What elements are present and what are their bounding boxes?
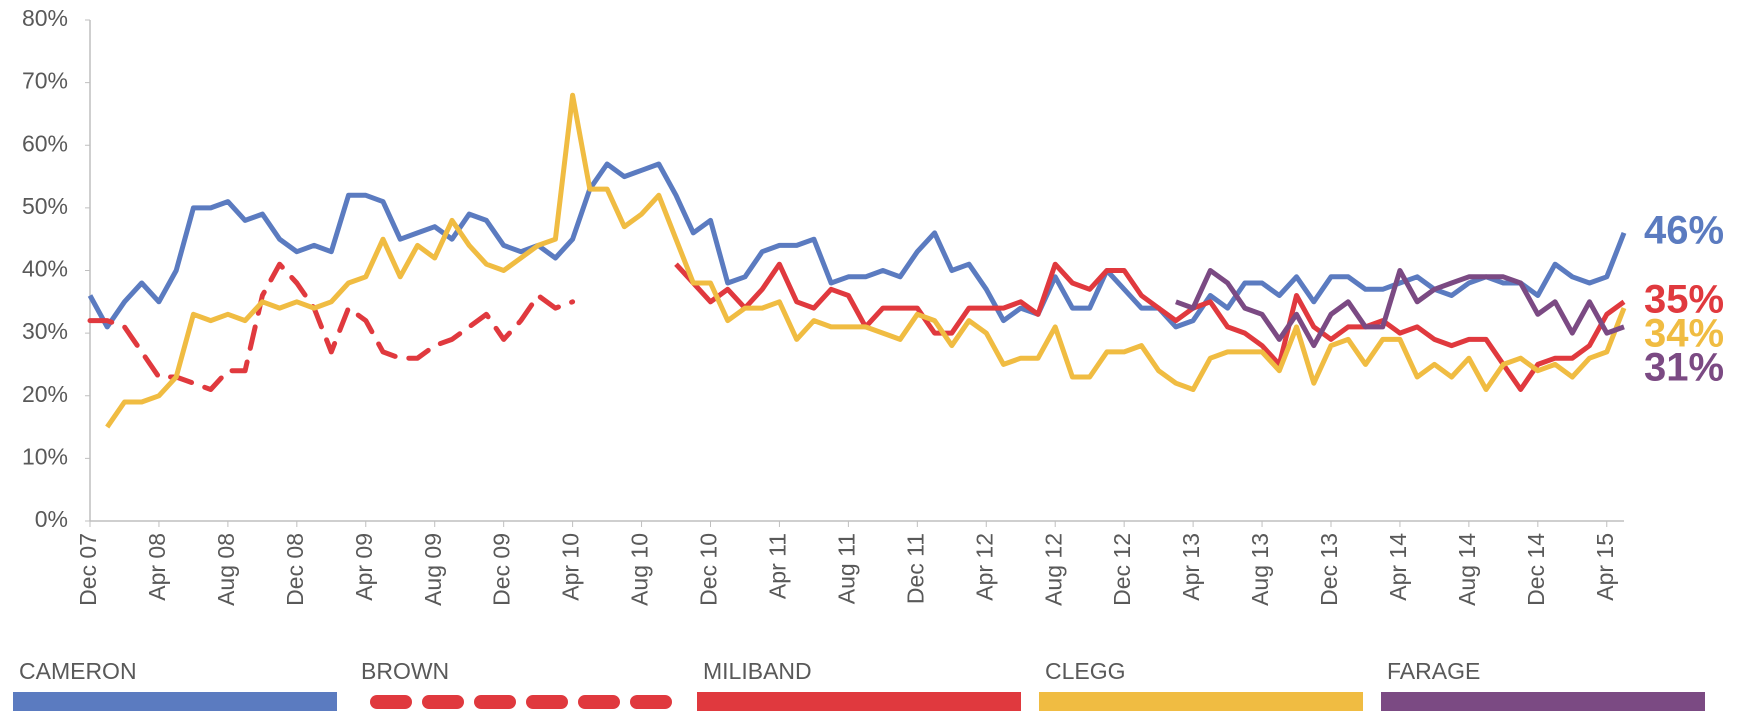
x-tick-label: Dec 13 [1316,533,1342,606]
y-tick-label: 70% [22,68,68,94]
x-tick-label: Apr 15 [1592,533,1618,601]
y-tick-label: 10% [22,443,68,469]
x-tick-label: Apr 09 [351,533,377,601]
legend-swatch [1381,692,1705,711]
line-series [1175,268,1625,349]
x-tick-label: Dec 09 [489,533,515,606]
x-tick-label: Apr 12 [971,533,997,601]
x-tick-label: Apr 11 [765,533,791,599]
legend-swatch [1039,692,1363,711]
x-tick-label: Aug 11 [833,533,859,604]
x-tick-label: Aug 08 [213,533,239,606]
x-tick-label: Aug 09 [420,533,446,606]
legend-label: BROWN [361,658,449,684]
y-tick-label: 30% [22,318,68,344]
end-label: 46% [1644,208,1724,252]
x-tick-label: Apr 13 [1178,533,1204,601]
x-tick-label: Aug 14 [1454,533,1480,606]
line-series [87,261,576,392]
x-tick-label: Dec 11 [902,533,928,604]
y-tick-label: 0% [35,506,68,532]
y-tick-label: 80% [22,5,68,31]
x-tick-label: Dec 10 [696,533,722,606]
end-label: 31% [1644,345,1724,389]
legend-label: FARAGE [1387,658,1480,684]
x-tick-label: Apr 14 [1385,533,1411,601]
y-tick-label: 20% [22,381,68,407]
x-tick-label: Apr 08 [144,533,170,601]
line-series [674,261,1626,392]
y-tick-label: 60% [22,130,68,156]
legend-label: CLEGG [1045,658,1126,684]
x-tick-label: Aug 13 [1247,533,1273,606]
legend-swatch [697,692,1021,711]
end-label: 35% [1644,277,1724,321]
line-series [105,92,1627,429]
legend-swatch [13,692,337,711]
x-tick-label: Aug 12 [1040,533,1066,606]
end-label: 34% [1644,311,1724,355]
x-tick-label: Dec 07 [75,533,101,606]
x-tick-label: Dec 14 [1523,533,1549,606]
x-tick-label: Apr 10 [558,533,584,601]
x-tick-label: Dec 12 [1109,533,1135,606]
legend-label: MILIBAND [703,658,812,684]
y-tick-label: 50% [22,193,68,219]
y-tick-label: 40% [22,256,68,282]
x-tick-label: Dec 08 [282,533,308,606]
line-series [87,161,1627,330]
legend-label: CAMERON [19,658,137,684]
x-tick-label: Aug 10 [627,533,653,606]
